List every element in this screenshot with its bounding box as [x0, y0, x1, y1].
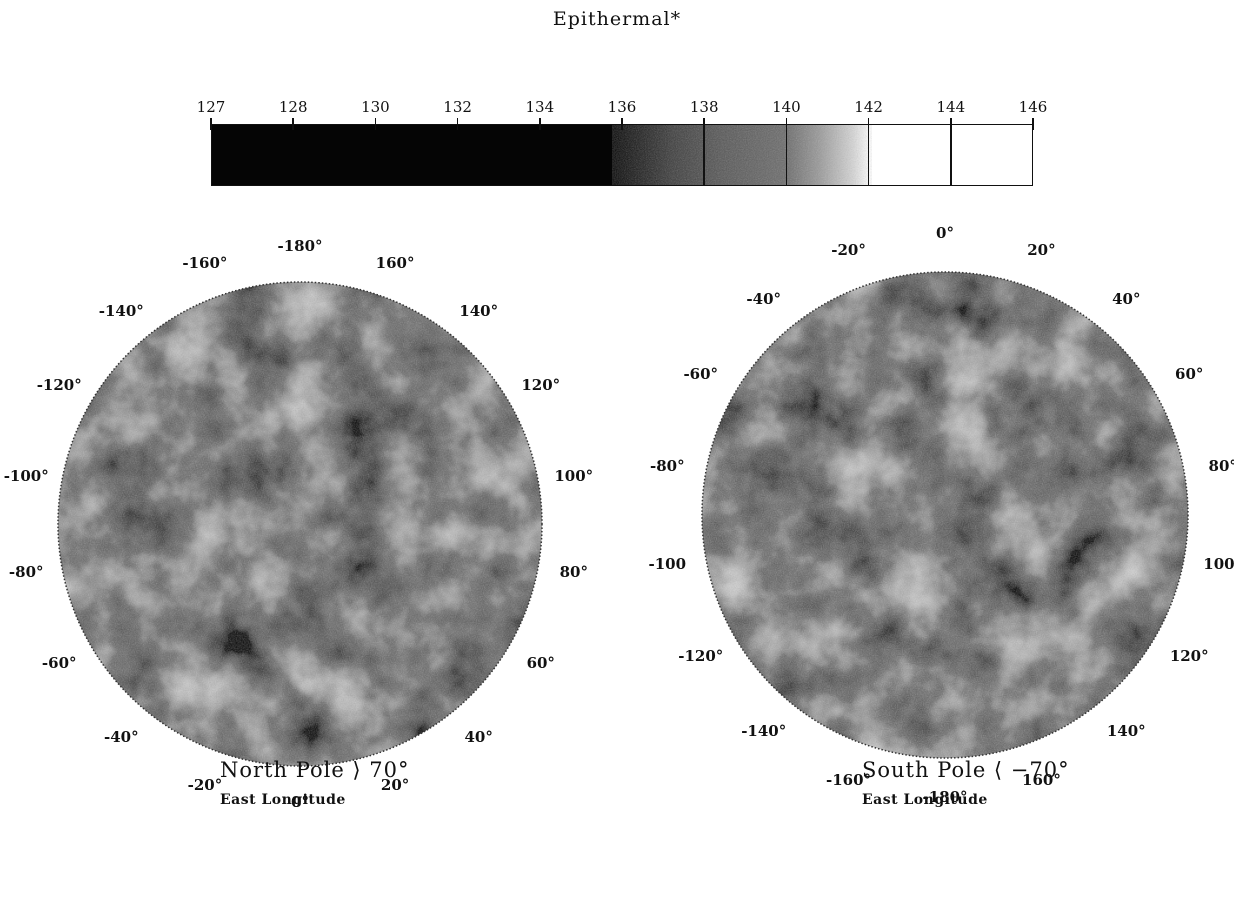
south-longitude-label: -100: [648, 554, 687, 573]
south-pole-grain: [702, 272, 1188, 758]
south-pole-subcaption: East Longitude: [862, 792, 988, 808]
south-pole-caption: South Pole ⟨ −70°: [862, 758, 1070, 782]
south-pole-disk: [702, 272, 1188, 758]
south-longitude-label: 100°: [1203, 554, 1234, 573]
colorbar-tick: [210, 118, 212, 130]
colorbar-tick-label: 140: [772, 98, 801, 116]
north-longitude-label: -40°: [103, 727, 139, 746]
south-longitude-label: -40°: [746, 289, 782, 308]
colorbar-tick-label: 130: [361, 98, 390, 116]
colorbar-gradient: [212, 125, 1032, 185]
colorbar-tick: [539, 118, 541, 130]
south-longitude-label: 140°: [1106, 722, 1146, 741]
north-longitude-label: -160°: [182, 253, 228, 272]
south-longitude-label: -20°: [831, 241, 866, 259]
south-longitude-label: 0°: [936, 224, 954, 242]
colorbar-tick: [1032, 118, 1034, 130]
north-longitude-label: 0°: [291, 793, 309, 811]
colorbar-tick-label: 144: [936, 98, 966, 116]
south-longitude-label: -60°: [683, 365, 719, 383]
south-longitude-label: -160°: [826, 770, 872, 789]
north-longitude-label: -100°: [3, 466, 49, 485]
north-longitude-label: 80°: [559, 563, 588, 582]
colorbar-tick: [374, 118, 377, 130]
south-longitude-label: 60°: [1175, 365, 1204, 383]
north-longitude-label: -120°: [36, 376, 82, 394]
south-longitude-label: 80°: [1208, 457, 1234, 476]
south-longitude-label: -80°: [649, 457, 685, 476]
north-longitude-label: 120°: [521, 376, 561, 394]
south-longitude-label: 160°: [1022, 770, 1061, 789]
colorbar-tick: [621, 118, 623, 130]
north-longitude-label: 20°: [380, 776, 410, 795]
south-longitude-label: 20°: [1027, 241, 1056, 259]
colorbar: [211, 124, 1033, 186]
north-longitude-label: -60°: [41, 654, 77, 672]
figure-title: Epithermal*: [552, 8, 682, 30]
colorbar-tick-label: 142: [854, 98, 883, 116]
north-longitude-label: -20°: [187, 776, 223, 795]
colorbar-divider: [785, 124, 788, 186]
colorbar-tick-label: 127: [196, 98, 226, 116]
north-longitude-label: -180°: [277, 237, 323, 255]
north-pole-grain: [58, 282, 542, 766]
colorbar-tick-label: 146: [1018, 98, 1048, 116]
north-longitude-label: 160°: [375, 253, 415, 272]
colorbar-tick: [456, 118, 459, 130]
north-pole-outline: [57, 281, 543, 767]
north-longitude-label: 140°: [459, 302, 499, 321]
colorbar-tick-label: 134: [525, 98, 555, 116]
colorbar-tick: [292, 118, 294, 130]
north-longitude-label: 100°: [554, 466, 594, 485]
colorbar-tick-label: 128: [278, 98, 308, 116]
south-longitude-label: 40°: [1112, 289, 1141, 308]
north-pole-disk: [58, 282, 542, 766]
colorbar-divider: [950, 124, 952, 186]
colorbar-tick-label: 132: [443, 98, 472, 116]
north-pole-subcaption: East Longitude: [220, 792, 346, 808]
south-longitude-label: -140°: [741, 722, 787, 741]
south-pole-outline: [701, 271, 1189, 759]
north-longitude-label: -80°: [8, 563, 44, 582]
north-longitude-label: 60°: [526, 654, 555, 672]
colorbar-divider: [867, 124, 870, 186]
north-longitude-label: 40°: [464, 727, 493, 746]
south-longitude-label: -120°: [678, 647, 724, 665]
north-pole-caption: North Pole ⟩ 70°: [220, 758, 410, 782]
colorbar-tick-label: 136: [607, 98, 637, 116]
colorbar-divider: [703, 124, 705, 186]
north-longitude-label: -140°: [98, 302, 144, 321]
colorbar-tick-label: 138: [689, 98, 719, 116]
south-longitude-label: -180°: [922, 788, 968, 806]
south-longitude-label: 120°: [1169, 647, 1209, 665]
